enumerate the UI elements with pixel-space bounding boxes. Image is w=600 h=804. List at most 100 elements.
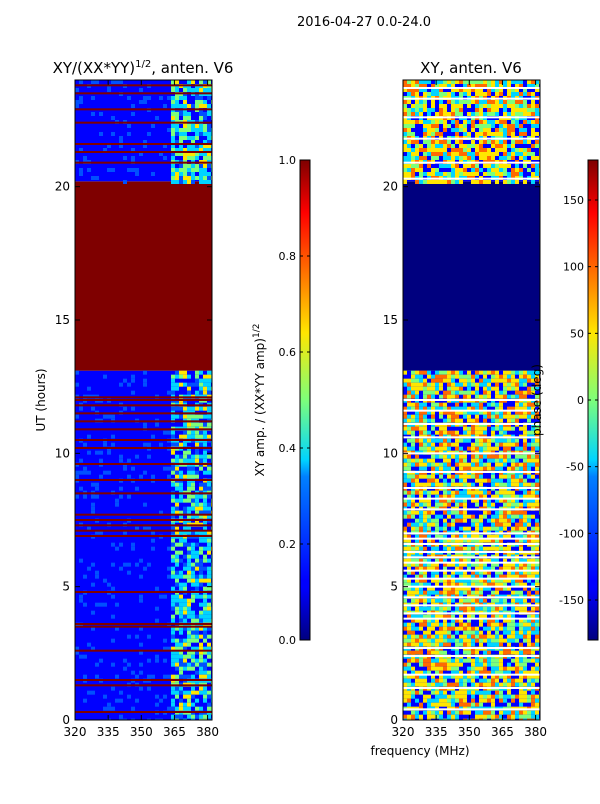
heatmap-cell	[423, 120, 427, 124]
heatmap-cell	[447, 634, 451, 639]
heatmap-cell	[507, 518, 511, 523]
heatmap-cell	[199, 104, 203, 108]
heatmap-cell	[403, 466, 407, 471]
heatmap-cell	[483, 406, 487, 411]
heatmap-cell	[471, 374, 475, 379]
x-tick-label: 380	[524, 725, 547, 739]
heatmap-cell	[191, 466, 195, 471]
heatmap-cell	[523, 132, 527, 136]
heatmap-cell	[199, 80, 203, 84]
heatmap-cell	[407, 490, 411, 495]
heatmap-cell	[171, 674, 175, 679]
heatmap-cell	[523, 406, 527, 411]
heatmap-cell	[435, 662, 439, 667]
heatmap-cell	[423, 474, 427, 479]
heatmap-cell	[447, 682, 451, 687]
heatmap-cell	[515, 498, 519, 503]
heatmap-cell	[495, 662, 499, 667]
heatmap-cell	[427, 562, 431, 567]
heatmap-cell	[135, 674, 139, 679]
heatmap-cell	[411, 478, 415, 483]
left-axes-frame	[74, 79, 213, 721]
heatmap-cell	[495, 390, 499, 395]
heatmap-cell	[411, 562, 415, 567]
heatmap-cell	[535, 108, 539, 112]
heatmap-cell	[427, 386, 431, 391]
heatmap-cell	[463, 582, 467, 587]
heatmap-cell	[479, 494, 483, 499]
heatmap-cell	[175, 502, 179, 507]
heatmap-cell	[523, 490, 527, 495]
heatmap-cell	[403, 168, 407, 172]
heatmap-cell	[519, 80, 523, 84]
heatmap-cell	[447, 374, 451, 379]
heatmap-cell	[431, 482, 435, 487]
heatmap-cell	[523, 638, 527, 643]
heatmap-cell	[411, 148, 415, 152]
heatmap-cell	[199, 626, 203, 631]
heatmap-cell	[167, 474, 171, 479]
heatmap-cell	[87, 168, 91, 172]
heatmap-cell	[483, 514, 487, 519]
heatmap-cell	[111, 542, 115, 547]
heatmap-cell	[207, 690, 211, 695]
right-heatmap	[403, 80, 540, 720]
heatmap-cell	[439, 374, 443, 379]
heatmap-cell	[459, 534, 463, 539]
heatmap-cell	[487, 128, 491, 132]
heatmap-cell	[191, 486, 195, 491]
heatmap-cell	[447, 430, 451, 435]
heatmap-cell	[435, 490, 439, 495]
heatmap-cell	[115, 498, 119, 503]
heatmap-cell	[403, 586, 407, 591]
heatmap-cell	[407, 128, 411, 132]
heatmap-cell	[507, 714, 511, 719]
heatmap-cell	[495, 386, 499, 391]
heatmap-cell	[459, 606, 463, 611]
heatmap-cell	[535, 144, 539, 148]
heatmap-cell	[119, 698, 123, 703]
heatmap-cell	[119, 458, 123, 463]
heatmap-cell	[439, 598, 443, 603]
heatmap-cell	[163, 694, 167, 699]
heatmap-cell	[467, 666, 471, 671]
heatmap-cell	[455, 490, 459, 495]
heatmap-cell	[519, 172, 523, 176]
heatmap-cell	[203, 566, 207, 571]
heatmap-cell	[515, 494, 519, 499]
heatmap-cell	[403, 132, 407, 136]
heatmap-cell	[203, 378, 207, 383]
heatmap-cell	[183, 614, 187, 619]
heatmap-cell	[491, 606, 495, 611]
heatmap-cell	[187, 156, 191, 160]
heatmap-cell	[191, 482, 195, 487]
heatmap-cell	[407, 438, 411, 443]
heatmap-cell	[431, 642, 435, 647]
heatmap-row-streak	[75, 92, 212, 95]
heatmap-cell	[479, 128, 483, 132]
heatmap-cell	[403, 462, 407, 467]
heatmap-cell	[427, 446, 431, 451]
heatmap-cell	[83, 602, 87, 607]
heatmap-cell	[407, 626, 411, 631]
heatmap-cell	[511, 526, 515, 531]
heatmap-row-streak	[75, 151, 212, 153]
heatmap-cell	[531, 558, 535, 563]
heatmap-cell	[171, 148, 175, 152]
heatmap-cell	[515, 566, 519, 571]
heatmap-cell	[407, 462, 411, 467]
heatmap-cell	[179, 602, 183, 607]
heatmap-cell	[199, 180, 203, 184]
heatmap-cell	[475, 426, 479, 431]
heatmap-cell	[483, 454, 487, 459]
heatmap-cell	[443, 402, 447, 407]
heatmap-cell	[527, 386, 531, 391]
heatmap-cell	[471, 164, 475, 168]
heatmap-cell	[439, 638, 443, 643]
heatmap-cell	[411, 514, 415, 519]
heatmap-cell	[455, 674, 459, 679]
heatmap-cell	[403, 650, 407, 655]
heatmap-cell	[83, 466, 87, 471]
heatmap-cell	[411, 84, 415, 88]
heatmap-cell	[431, 148, 435, 152]
